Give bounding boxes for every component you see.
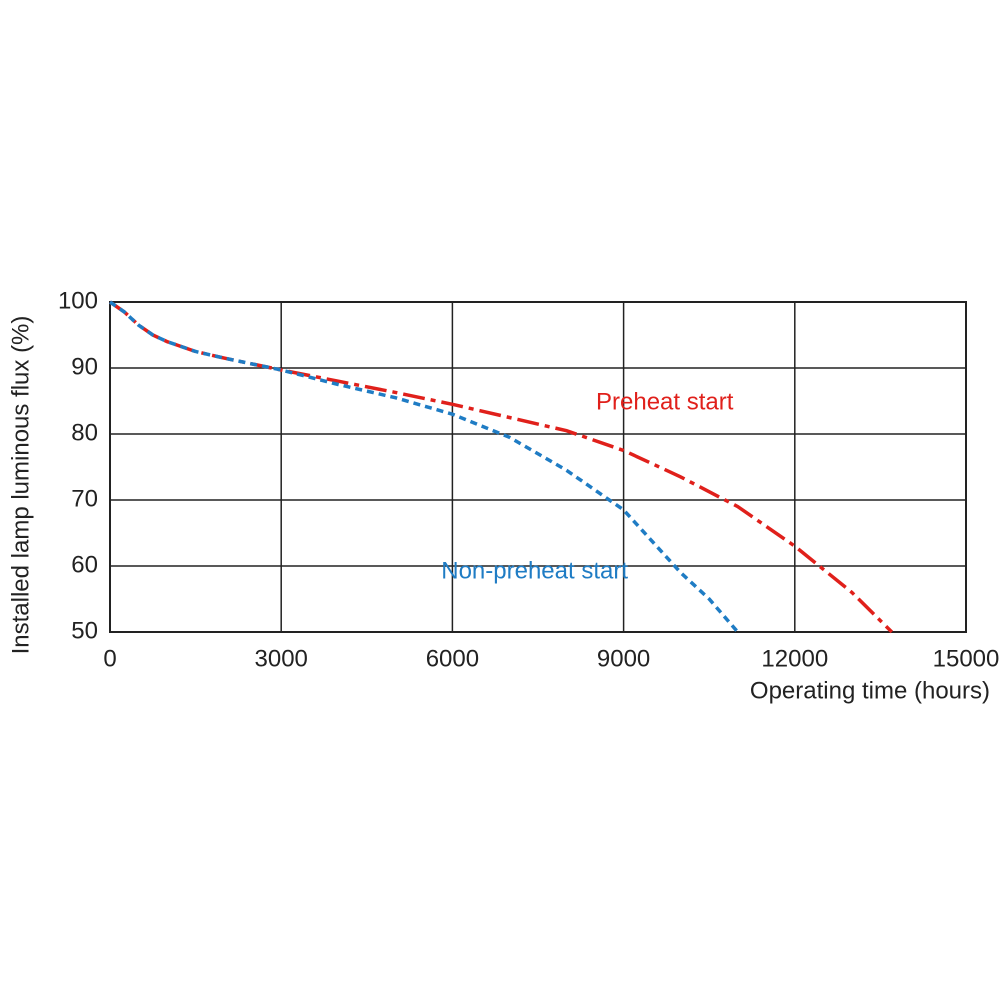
- y-tick-label: 60: [71, 551, 98, 578]
- x-axis-label: Operating time (hours): [750, 677, 990, 704]
- y-tick-label: 100: [58, 287, 98, 314]
- series-line: [109, 300, 740, 634]
- x-tick-label: 15000: [933, 645, 1000, 672]
- series-label: Non-preheat start: [441, 557, 628, 584]
- plot-frame: [109, 301, 967, 633]
- series-label: Preheat start: [596, 388, 734, 415]
- x-tick-label: 6000: [426, 645, 479, 672]
- y-tick-label: 50: [71, 617, 98, 644]
- x-tick-label: 12000: [761, 645, 828, 672]
- y-tick-label: 70: [71, 485, 98, 512]
- x-tick-label: 3000: [255, 645, 308, 672]
- y-axis-label: Installed lamp luminous flux (%): [7, 316, 34, 655]
- x-tick-label: 9000: [597, 645, 650, 672]
- y-tick-label: 90: [71, 353, 98, 380]
- y-tick-label: 80: [71, 419, 98, 446]
- x-tick-label: 0: [103, 645, 116, 672]
